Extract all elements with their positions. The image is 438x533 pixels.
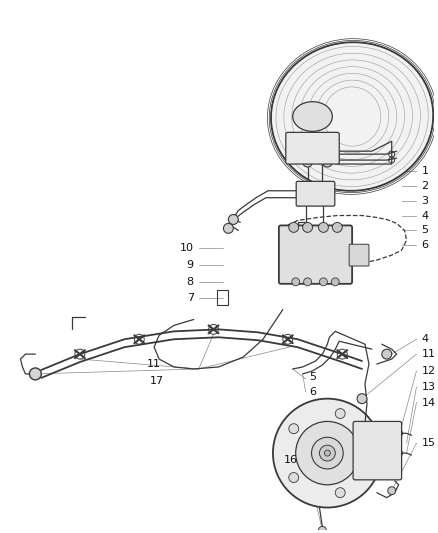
Circle shape [223,223,233,233]
Circle shape [325,450,330,456]
Circle shape [273,399,382,507]
Text: 6: 6 [421,240,428,250]
Circle shape [289,424,299,434]
Circle shape [304,278,311,286]
Circle shape [364,448,374,458]
Text: 4: 4 [421,334,428,344]
FancyBboxPatch shape [279,225,352,284]
Circle shape [292,278,300,286]
Circle shape [303,222,313,232]
Circle shape [304,109,321,124]
Text: 1: 1 [421,166,428,176]
Text: 16: 16 [284,455,298,465]
Text: 5: 5 [310,372,317,382]
Circle shape [335,488,345,498]
Circle shape [289,222,299,232]
Text: 2: 2 [421,181,428,191]
Text: 9: 9 [187,260,194,270]
Text: 5: 5 [421,225,428,236]
Circle shape [228,214,238,224]
Text: 7: 7 [187,293,194,303]
Circle shape [296,422,359,485]
Text: 8: 8 [187,277,194,287]
Text: 14: 14 [421,398,435,408]
Circle shape [289,473,299,482]
FancyBboxPatch shape [349,244,369,266]
FancyBboxPatch shape [286,132,339,164]
Circle shape [29,368,41,380]
Text: 6: 6 [310,387,317,397]
Text: 4: 4 [421,211,428,221]
Text: 12: 12 [421,366,435,376]
Text: 11: 11 [421,349,435,359]
Circle shape [382,349,392,359]
Circle shape [318,527,326,533]
Ellipse shape [293,102,332,131]
Circle shape [319,278,327,286]
Text: 15: 15 [421,438,435,448]
Text: 11: 11 [147,359,161,369]
FancyBboxPatch shape [353,422,402,480]
Circle shape [318,222,328,232]
Text: 3: 3 [421,196,428,206]
FancyBboxPatch shape [296,181,335,206]
Text: 10: 10 [180,243,194,253]
Ellipse shape [271,42,433,191]
Circle shape [319,445,336,461]
Circle shape [322,157,332,167]
Circle shape [331,278,339,286]
Circle shape [303,157,313,167]
Circle shape [332,222,342,232]
Text: 13: 13 [421,382,435,392]
Circle shape [388,487,396,495]
Circle shape [335,409,345,418]
Circle shape [311,437,343,469]
Text: 17: 17 [150,376,164,386]
Circle shape [357,394,367,403]
